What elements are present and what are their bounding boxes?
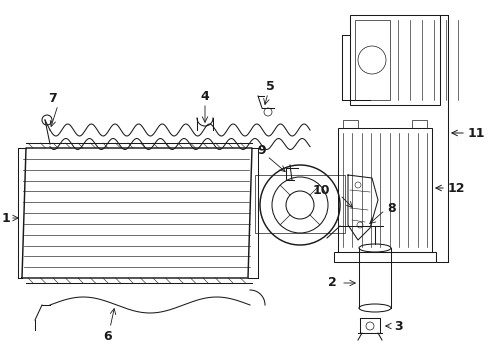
Text: 12: 12 [448, 181, 466, 194]
Text: 4: 4 [200, 90, 209, 103]
Bar [412, 120, 427, 128]
Bar [255, 175, 345, 233]
Text: 11: 11 [468, 126, 486, 140]
Text: 1: 1 [2, 212, 11, 225]
Text: 7: 7 [48, 91, 56, 104]
Bar [338, 128, 432, 252]
Text: 9: 9 [258, 144, 266, 157]
Bar [355, 20, 390, 100]
Bar [343, 120, 358, 128]
Text: 2: 2 [328, 276, 337, 289]
Bar [350, 15, 440, 105]
Bar [334, 252, 436, 262]
Text: 5: 5 [266, 80, 274, 93]
Text: 6: 6 [104, 329, 112, 342]
Text: 10: 10 [313, 184, 330, 197]
Text: 8: 8 [387, 202, 395, 215]
Text: 3: 3 [394, 320, 403, 333]
